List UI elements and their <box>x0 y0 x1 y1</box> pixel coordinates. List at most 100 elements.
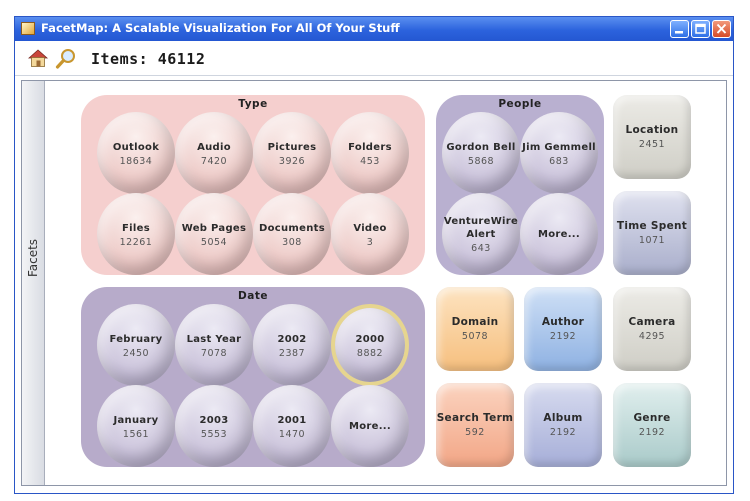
facet-2002[interactable]: 2002 2387 <box>253 304 331 386</box>
facet-audio[interactable]: Audio 7420 <box>175 112 253 194</box>
title-bar[interactable]: FacetMap: A Scalable Visualization For A… <box>15 17 733 41</box>
app-window: FacetMap: A Scalable Visualization For A… <box>14 16 734 494</box>
facet-folders[interactable]: Folders 453 <box>331 112 409 194</box>
facet-label: Genre <box>633 412 671 424</box>
facet-label: Domain <box>451 316 499 328</box>
facet-count: 2451 <box>638 139 666 150</box>
facet-group-date[interactable]: Date February 2450 Last Year 7078 2002 2… <box>81 287 425 467</box>
facet-count: 1470 <box>278 429 306 440</box>
facet-count: 683 <box>549 156 569 167</box>
facet-jim-gemmell[interactable]: Jim Gemmell 683 <box>520 112 598 194</box>
facet-label: More... <box>348 421 392 432</box>
facet-last-year[interactable]: Last Year 7078 <box>175 304 253 386</box>
search-icon[interactable] <box>55 48 77 70</box>
facet-group-type[interactable]: Type Outlook 18634 Audio 7420 Pictures 3… <box>81 95 425 275</box>
facet-label: January <box>113 415 159 426</box>
facet-count: 1071 <box>638 235 666 246</box>
facet-album[interactable]: Album 2192 <box>524 383 602 467</box>
facet-web-pages[interactable]: Web Pages 5054 <box>175 193 253 275</box>
facet-date-more[interactable]: More... <box>331 385 409 467</box>
facets-sidebar-tab[interactable]: Facets <box>22 81 45 485</box>
facet-label: Web Pages <box>181 223 247 234</box>
facet-domain[interactable]: Domain 5078 <box>436 287 514 371</box>
facet-outlook[interactable]: Outlook 18634 <box>97 112 175 194</box>
facet-count: 308 <box>282 237 302 248</box>
facet-2001[interactable]: 2001 1470 <box>253 385 331 467</box>
facet-count: 3 <box>366 237 374 248</box>
group-title-date: Date <box>238 290 268 302</box>
facet-label: More... <box>537 229 581 240</box>
facet-count: 8882 <box>356 348 384 359</box>
facet-label: Album <box>543 412 583 424</box>
facet-label: Files <box>122 223 150 234</box>
facet-label: Documents <box>259 223 325 234</box>
facet-count: 5868 <box>467 156 495 167</box>
facet-label: 2001 <box>277 415 307 426</box>
facet-count: 7420 <box>200 156 228 167</box>
facet-count: 5078 <box>461 331 489 342</box>
facet-count: 12261 <box>119 237 153 248</box>
facet-count: 2450 <box>122 348 150 359</box>
facet-count: 5054 <box>200 237 228 248</box>
facet-label: 2002 <box>277 334 307 345</box>
home-icon[interactable] <box>27 47 49 69</box>
facet-count: 2192 <box>638 427 666 438</box>
maximize-button[interactable] <box>691 20 710 38</box>
facet-label: 2000 <box>355 334 385 345</box>
toolbar: Items: 46112 <box>15 41 733 76</box>
facet-documents[interactable]: Documents 308 <box>253 193 331 275</box>
facet-count: 4295 <box>638 331 666 342</box>
facet-pictures[interactable]: Pictures 3926 <box>253 112 331 194</box>
group-title-people: People <box>498 98 542 110</box>
facet-venturewire-alert[interactable]: VentureWire Alert 643 <box>442 193 520 275</box>
maximize-icon <box>695 23 706 34</box>
facet-search-term[interactable]: Search Term 592 <box>436 383 514 467</box>
minimize-button[interactable] <box>670 20 689 38</box>
facet-count: 1561 <box>122 429 150 440</box>
facet-genre[interactable]: Genre 2192 <box>613 383 691 467</box>
facet-count: 7078 <box>200 348 228 359</box>
app-icon <box>21 22 35 35</box>
facet-label: Last Year <box>186 334 242 345</box>
close-button[interactable] <box>712 20 731 38</box>
facet-people-more[interactable]: More... <box>520 193 598 275</box>
facet-count: 2192 <box>549 331 577 342</box>
facet-2000-selected[interactable]: 2000 8882 <box>331 304 409 386</box>
facet-label: Search Term <box>436 412 514 424</box>
facet-2003[interactable]: 2003 5553 <box>175 385 253 467</box>
facet-location[interactable]: Location 2451 <box>613 95 691 179</box>
facet-label: Outlook <box>112 142 160 153</box>
facet-gordon-bell[interactable]: Gordon Bell 5868 <box>442 112 520 194</box>
facet-label: Gordon Bell <box>446 142 516 153</box>
window-title: FacetMap: A Scalable Visualization For A… <box>41 21 400 35</box>
facet-author[interactable]: Author 2192 <box>524 287 602 371</box>
facet-label: Author <box>541 316 585 328</box>
facet-camera[interactable]: Camera 4295 <box>613 287 691 371</box>
facet-january[interactable]: January 1561 <box>97 385 175 467</box>
facet-label: Location <box>625 124 679 136</box>
items-count-label: Items: 46112 <box>91 50 206 68</box>
facet-label: February <box>109 334 163 345</box>
group-title-type: Type <box>238 98 268 110</box>
facet-count: 592 <box>465 427 485 438</box>
facet-group-people[interactable]: People Gordon Bell 5868 Jim Gemmell 683 … <box>436 95 604 275</box>
facet-video[interactable]: Video 3 <box>331 193 409 275</box>
facet-count: 2192 <box>549 427 577 438</box>
facet-label: Folders <box>348 142 392 153</box>
facet-count: 2387 <box>278 348 306 359</box>
close-icon <box>716 23 727 34</box>
facet-map-canvas: Facets Type Outlook 18634 Audio 7420 Pic… <box>21 80 727 486</box>
facet-label: Jim Gemmell <box>522 142 596 153</box>
facet-label: Video <box>353 223 387 234</box>
facet-count: 453 <box>360 156 380 167</box>
facet-label: VentureWire Alert <box>443 216 519 240</box>
facet-count: 18634 <box>119 156 153 167</box>
minimize-icon <box>675 31 683 34</box>
facet-february[interactable]: February 2450 <box>97 304 175 386</box>
facet-files[interactable]: Files 12261 <box>97 193 175 275</box>
facets-sidebar-label: Facets <box>26 238 40 278</box>
facet-count: 3926 <box>278 156 306 167</box>
facet-label: Time Spent <box>616 220 688 232</box>
facet-label: Camera <box>628 316 676 328</box>
facet-time-spent[interactable]: Time Spent 1071 <box>613 191 691 275</box>
